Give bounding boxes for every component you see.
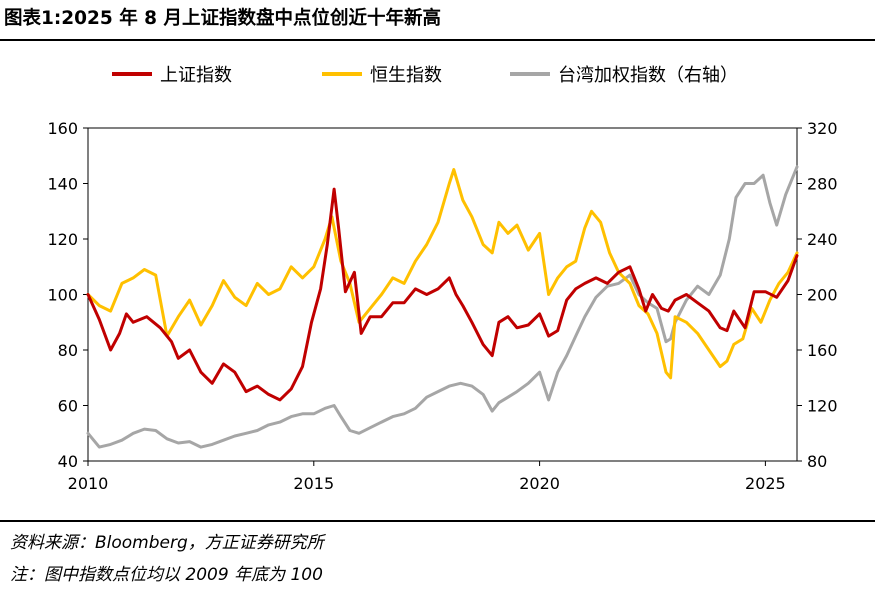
chart-title: 图表1:2025 年 8 月上证指数盘中点位创近十年新高 (4, 8, 441, 29)
legend-swatch-sse (112, 72, 152, 76)
legend-swatch-taiex (510, 72, 550, 76)
title-rule (0, 39, 875, 41)
y-tick-label: 60 (58, 397, 78, 416)
legend-swatch-hsi (322, 72, 362, 76)
legend-label-hsi: 恒生指数 (370, 65, 442, 86)
x-tick-label: 2015 (293, 474, 334, 493)
y2-tick-label: 80 (807, 452, 827, 471)
y2-tick-label: 240 (807, 230, 838, 249)
legend-label-taiex: 台湾加权指数（右轴） (558, 65, 738, 86)
x-tick-label: 2025 (745, 474, 786, 493)
y2-tick-label: 320 (807, 119, 838, 138)
source-note: 资料来源：Bloomberg，方正证券研究所 (10, 533, 324, 553)
series-line-hsi (86, 168, 799, 380)
y-tick-label: 40 (58, 452, 78, 471)
series-line-sse (86, 187, 799, 402)
footnote: 注：图中指数点位均以 2009 年底为 100 (10, 565, 323, 585)
source-rule (0, 520, 875, 522)
y2-tick-label: 280 (807, 175, 838, 194)
y-tick-label: 160 (47, 119, 78, 138)
legend-label-sse: 上证指数 (160, 65, 232, 86)
x-tick-label: 2010 (68, 474, 109, 493)
y-tick-label: 120 (47, 230, 78, 249)
y2-tick-label: 160 (807, 341, 838, 360)
y-tick-label: 140 (47, 175, 78, 194)
y2-tick-label: 120 (807, 397, 838, 416)
x-tick-label: 2020 (519, 474, 560, 493)
y-tick-label: 80 (58, 341, 78, 360)
y-tick-label: 100 (47, 286, 78, 305)
y2-tick-label: 200 (807, 286, 838, 305)
